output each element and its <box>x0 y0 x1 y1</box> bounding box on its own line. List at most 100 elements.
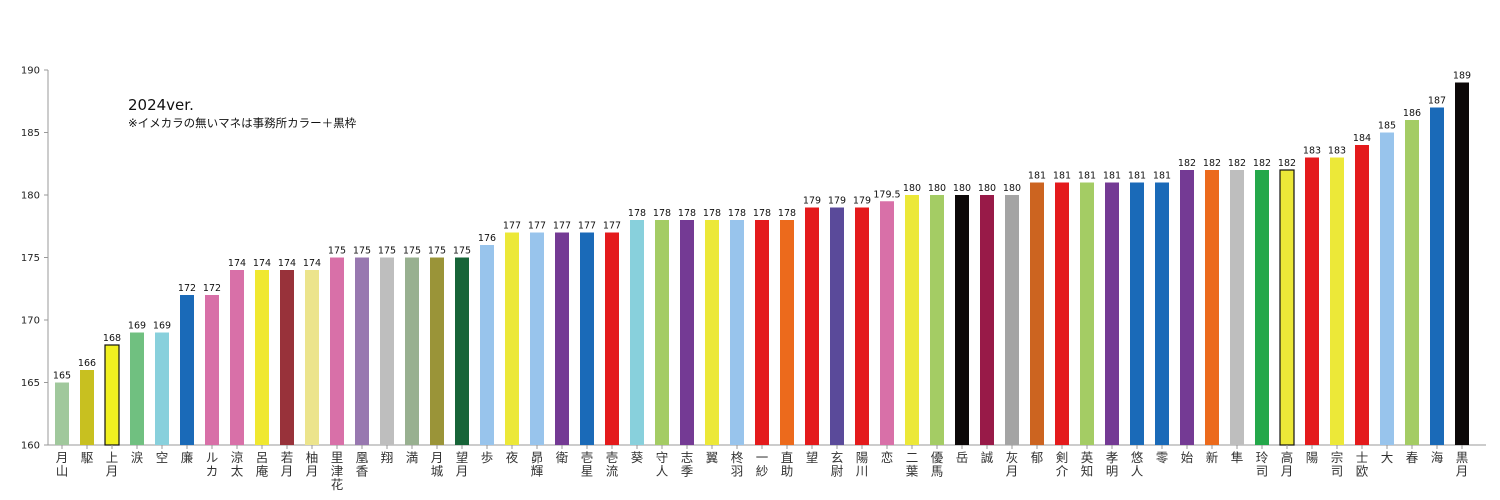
bar-value-label: 181 <box>1128 171 1146 182</box>
bar <box>1405 120 1419 445</box>
x-tick-label: 壱流 <box>606 450 619 479</box>
bar-value-label: 182 <box>1253 158 1271 169</box>
bar <box>205 295 219 445</box>
x-tick-label: 呂庵 <box>256 450 269 479</box>
bar <box>55 382 69 445</box>
bar-value-label: 181 <box>1028 171 1046 182</box>
bar <box>1205 170 1219 445</box>
bar-value-label: 174 <box>303 258 321 269</box>
bar-value-label: 166 <box>78 358 96 369</box>
x-tick-label: 葵 <box>631 450 644 465</box>
bar-value-label: 183 <box>1303 146 1321 157</box>
bar <box>330 257 344 445</box>
bar-value-label: 186 <box>1403 108 1421 119</box>
x-tick-label: 剣介 <box>1056 450 1069 479</box>
bar <box>555 232 569 445</box>
bar <box>755 220 769 445</box>
x-tick-label: 悠人 <box>1131 450 1144 479</box>
bar <box>605 232 619 445</box>
bar <box>1005 195 1019 445</box>
x-tick-label: 岳 <box>956 450 969 465</box>
x-tick-label: 春 <box>1406 450 1419 465</box>
x-tick-label: 恋 <box>881 450 894 465</box>
x-tick-label: 高月 <box>1281 450 1294 479</box>
bar <box>155 332 169 445</box>
x-tick-label: 上月 <box>106 450 119 479</box>
bar <box>505 232 519 445</box>
bar-value-label: 174 <box>278 258 296 269</box>
bar-value-label: 187 <box>1428 96 1446 107</box>
bar-value-label: 177 <box>578 221 596 232</box>
x-tick-label: 陽川 <box>856 450 869 479</box>
bar-value-label: 179 <box>853 196 871 207</box>
bar <box>104 344 120 446</box>
bar-value-label: 184 <box>1353 133 1371 144</box>
bar-value-label: 181 <box>1078 171 1096 182</box>
bar-value-label: 181 <box>1103 171 1121 182</box>
bar-value-label: 178 <box>703 208 721 219</box>
bar <box>305 270 319 445</box>
bar-value-label: 174 <box>228 258 246 269</box>
x-tick-label: 望 <box>806 450 819 465</box>
x-tick-label: 隼 <box>1231 450 1244 465</box>
x-tick-label: 月城 <box>431 450 444 479</box>
x-tick-label: 凰香 <box>356 450 369 479</box>
bar-value-label: 175 <box>453 246 471 257</box>
x-tick-label: 柚月 <box>306 450 319 479</box>
chart-version-label: 2024ver. <box>128 96 194 114</box>
x-tick-label: 誠 <box>981 450 994 465</box>
bar <box>455 257 469 445</box>
x-tick-label: 柊羽 <box>731 450 744 479</box>
bar <box>1305 157 1319 445</box>
x-tick-label: 一紗 <box>756 450 769 479</box>
bar-value-label: 183 <box>1328 146 1346 157</box>
bar-value-label: 177 <box>553 221 571 232</box>
bar-value-label: 168 <box>103 333 121 344</box>
bar <box>1055 182 1069 445</box>
x-tick-label: 玲司 <box>1256 450 1269 479</box>
bar-value-label: 172 <box>203 283 221 294</box>
x-tick-label: 衛 <box>556 450 569 465</box>
y-tick-label: 165 <box>21 378 40 389</box>
bar-value-label: 181 <box>1153 171 1171 182</box>
bar <box>1255 170 1269 445</box>
bar <box>80 370 94 445</box>
bar <box>1105 182 1119 445</box>
bar <box>805 207 819 445</box>
bar <box>530 232 544 445</box>
bar-value-label: 180 <box>953 183 971 194</box>
bar-value-label: 174 <box>253 258 271 269</box>
bar-value-label: 180 <box>978 183 996 194</box>
bar <box>680 220 694 445</box>
bar <box>1180 170 1194 445</box>
bar <box>355 257 369 445</box>
chart-note: ※イメカラの無いマネは事務所カラー＋黒枠 <box>128 116 357 130</box>
bar-value-label: 178 <box>628 208 646 219</box>
bar-value-label: 175 <box>328 246 346 257</box>
bar <box>1455 82 1469 445</box>
bar <box>1030 182 1044 445</box>
x-tick-label: 翼 <box>706 450 719 465</box>
x-tick-label: 守人 <box>656 450 669 479</box>
y-tick-label: 160 <box>21 441 40 452</box>
x-tick-label: 士欧 <box>1356 450 1369 479</box>
x-tick-label: 涙 <box>131 450 144 465</box>
x-tick-label: 直助 <box>781 450 794 479</box>
y-tick-label: 175 <box>21 253 40 264</box>
bar-value-label: 178 <box>653 208 671 219</box>
bars: 165 166 168 169 169 172 172 174 174 174 174 175 175 1… <box>53 71 1471 446</box>
bar-value-label: 185 <box>1378 121 1396 132</box>
x-tick-label: 玄尉 <box>831 450 844 479</box>
bar-value-label: 177 <box>603 221 621 232</box>
bar <box>930 195 944 445</box>
x-tick-label: 海 <box>1431 450 1444 465</box>
bar-value-label: 176 <box>478 233 496 244</box>
x-tick-label: 宗司 <box>1331 450 1344 479</box>
x-tick-label: 孝明 <box>1106 450 1119 479</box>
bar <box>480 245 494 445</box>
x-tick-label: 満 <box>406 450 419 465</box>
bar <box>730 220 744 445</box>
bar-value-label: 180 <box>928 183 946 194</box>
bar-value-label: 178 <box>678 208 696 219</box>
